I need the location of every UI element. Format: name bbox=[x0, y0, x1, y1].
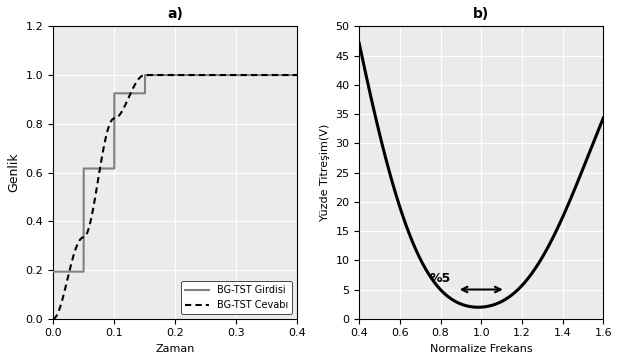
BG-TST Cevabı bbox=[165, 73, 173, 77]
BG-TST Cevabı bbox=[293, 73, 301, 77]
BG-TST Cevabı bbox=[50, 317, 57, 321]
BG-TST Cevabı bbox=[286, 73, 293, 77]
BG-TST Girdisi bbox=[286, 73, 293, 77]
Line: BG-TST Girdisi: BG-TST Girdisi bbox=[53, 75, 297, 271]
BG-TST Girdisi bbox=[50, 269, 57, 274]
Line: BG-TST Cevabı: BG-TST Cevabı bbox=[53, 75, 297, 319]
X-axis label: Zaman: Zaman bbox=[155, 344, 195, 354]
Title: a): a) bbox=[167, 7, 183, 21]
BG-TST Cevabı bbox=[274, 73, 281, 77]
BG-TST Girdisi bbox=[274, 73, 281, 77]
BG-TST Cevabı bbox=[152, 73, 159, 77]
BG-TST Cevabı bbox=[227, 73, 234, 77]
Title: b): b) bbox=[473, 7, 490, 21]
BG-TST Girdisi bbox=[152, 73, 159, 77]
Legend: BG-TST Girdisi, BG-TST Cevabı: BG-TST Girdisi, BG-TST Cevabı bbox=[181, 281, 292, 314]
X-axis label: Normalize Frekans: Normalize Frekans bbox=[430, 344, 532, 354]
BG-TST Cevabı bbox=[154, 73, 161, 77]
BG-TST Girdisi bbox=[154, 73, 161, 77]
Y-axis label: Genlik: Genlik bbox=[7, 153, 20, 192]
BG-TST Girdisi bbox=[293, 73, 301, 77]
BG-TST Cevabı bbox=[148, 73, 155, 77]
Y-axis label: Yüzde Titreşim(V): Yüzde Titreşim(V) bbox=[320, 124, 330, 221]
Text: %5: %5 bbox=[430, 272, 451, 285]
BG-TST Girdisi bbox=[165, 73, 173, 77]
BG-TST Girdisi bbox=[227, 73, 234, 77]
BG-TST Girdisi bbox=[141, 73, 149, 77]
